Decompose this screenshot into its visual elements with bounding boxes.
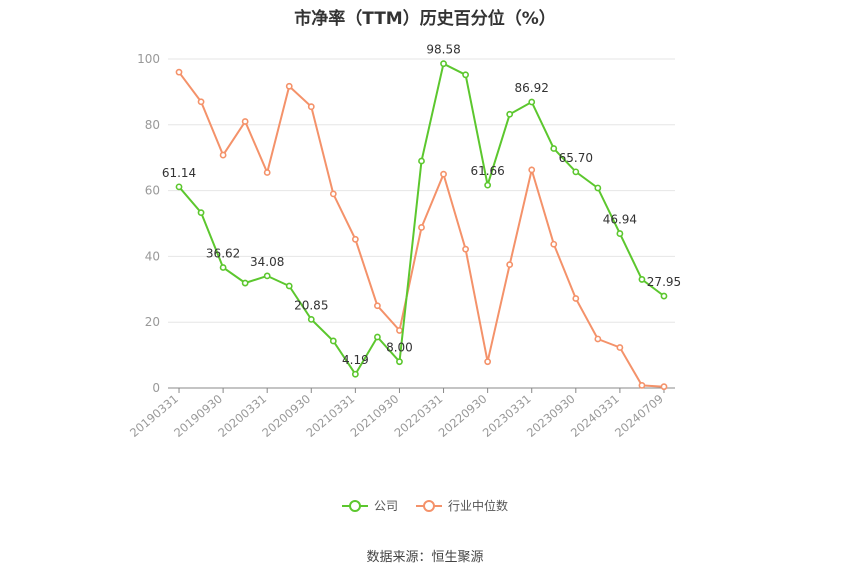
legend-label-industry: 行业中位数	[448, 499, 509, 513]
data-point-industry	[528, 166, 536, 174]
data-point-company	[197, 209, 205, 217]
data-point-company	[506, 110, 514, 118]
data-label: 61.66	[470, 164, 504, 178]
data-point-company	[462, 71, 469, 79]
data-point-industry	[660, 383, 668, 391]
data-point-industry	[616, 344, 624, 351]
data-point-industry	[307, 103, 315, 111]
legend: 公司 行业中位数	[0, 497, 850, 514]
data-point-industry	[285, 82, 293, 90]
y-tick-label: 60	[145, 184, 160, 198]
data-point-company	[528, 98, 536, 106]
data-label: 98.58	[426, 43, 460, 57]
data-point-industry	[638, 381, 646, 389]
data-point-company	[638, 276, 646, 283]
data-point-company	[440, 60, 447, 68]
data-label: 36.62	[206, 247, 240, 261]
data-point-industry	[550, 240, 558, 248]
data-label: 8.00	[386, 341, 413, 355]
data-point-company	[175, 183, 183, 191]
legend-item-company[interactable]: 公司	[341, 497, 398, 514]
data-label: 65.70	[559, 151, 593, 165]
data-labels: 61.14 36.62 34.08 20.85 4.19 8.00 98.58 61.66 86…	[162, 43, 681, 368]
data-point-industry	[572, 295, 580, 302]
data-point-company	[263, 272, 271, 280]
data-point-industry	[418, 224, 425, 231]
data-point-industry	[175, 68, 183, 76]
data-point-industry	[462, 245, 469, 253]
data-point-company	[219, 264, 227, 271]
y-tick-label: 20	[145, 315, 160, 329]
data-point-industry	[219, 151, 227, 159]
y-tick-label: 0	[152, 381, 160, 395]
data-point-company	[550, 145, 558, 152]
data-label: 34.08	[250, 255, 284, 269]
legend-company-icon	[341, 499, 368, 512]
legend-item-industry[interactable]: 行业中位数	[416, 497, 508, 514]
data-point-industry	[197, 98, 205, 106]
data-point-industry	[594, 335, 602, 343]
data-point-company	[374, 333, 381, 341]
data-point-company	[285, 282, 293, 290]
data-point-industry	[263, 169, 271, 176]
data-point-industry	[396, 327, 403, 334]
legend-label-company: 公司	[373, 499, 398, 513]
data-label: 4.19	[342, 353, 369, 367]
data-point-company	[572, 168, 580, 176]
x-tick-label: 20240709	[612, 392, 666, 440]
data-point-industry	[241, 118, 249, 125]
data-label: 46.94	[603, 213, 637, 227]
data-label: 86.92	[515, 81, 549, 95]
data-point-company	[307, 316, 315, 323]
y-tick-label: 80	[145, 118, 160, 132]
data-point-industry	[329, 190, 337, 198]
legend-industry-icon	[416, 499, 442, 512]
series	[175, 60, 668, 391]
data-point-company	[616, 230, 624, 237]
data-source: 数据来源：恒生聚源	[366, 550, 484, 565]
data-point-industry	[484, 358, 492, 366]
data-label: 61.14	[162, 166, 196, 180]
data-label: 27.95	[647, 275, 681, 289]
data-point-industry	[506, 261, 514, 269]
data-point-company	[396, 358, 403, 366]
data-point-company	[329, 337, 337, 345]
data-point-company	[660, 292, 668, 300]
data-label: 20.85	[294, 298, 328, 312]
data-point-company	[241, 279, 249, 287]
chart-title: 市净率（TTM）历史百分位（%）	[294, 9, 556, 29]
data-point-industry	[374, 302, 381, 310]
data-point-company	[351, 370, 359, 378]
y-tick-label: 40	[145, 249, 160, 263]
data-point-company	[594, 184, 602, 192]
y-tick-label: 100	[137, 52, 160, 66]
data-point-industry	[440, 170, 447, 178]
data-point-company	[484, 181, 492, 189]
data-point-company	[418, 157, 425, 165]
data-point-industry	[351, 235, 359, 243]
grid-lines	[168, 58, 675, 323]
